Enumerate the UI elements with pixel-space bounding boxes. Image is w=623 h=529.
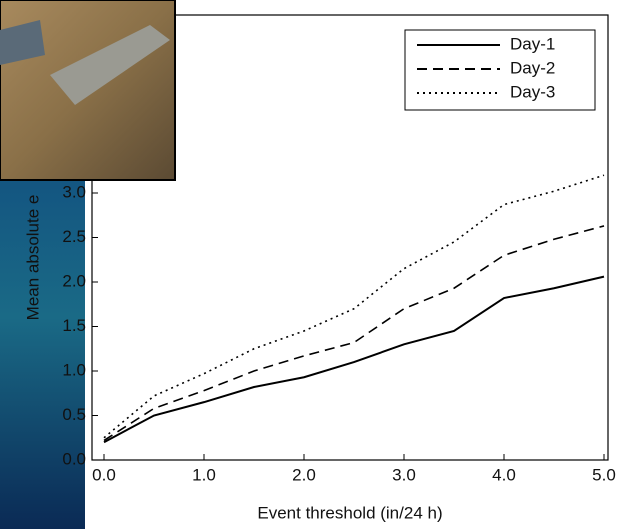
y-tick-label: 3.0 — [62, 182, 86, 201]
y-tick-label: 2.0 — [62, 271, 86, 290]
x-tick-label: 5.0 — [592, 465, 616, 484]
y-axis-label: Mean absolute e — [23, 195, 42, 321]
legend-label: Day-3 — [510, 82, 555, 101]
x-tick-label: 2.0 — [292, 465, 316, 484]
x-tick-label: 1.0 — [192, 465, 216, 484]
x-tick-label: 0.0 — [92, 465, 116, 484]
x-tick-label: 3.0 — [392, 465, 416, 484]
y-tick-label: 1.5 — [62, 316, 86, 335]
legend-label: Day-1 — [510, 34, 555, 53]
y-tick-label: 1.0 — [62, 360, 86, 379]
y-tick-label: 0.5 — [62, 405, 86, 424]
x-tick-label: 4.0 — [492, 465, 516, 484]
y-tick-label: 2.5 — [62, 227, 86, 246]
legend-label: Day-2 — [510, 58, 555, 77]
y-tick-label: 0.0 — [62, 449, 86, 468]
x-axis-label: Event threshold (in/24 h) — [257, 503, 442, 522]
series-line — [103, 174, 605, 439]
series-line — [103, 275, 605, 444]
photo — [0, 0, 176, 181]
